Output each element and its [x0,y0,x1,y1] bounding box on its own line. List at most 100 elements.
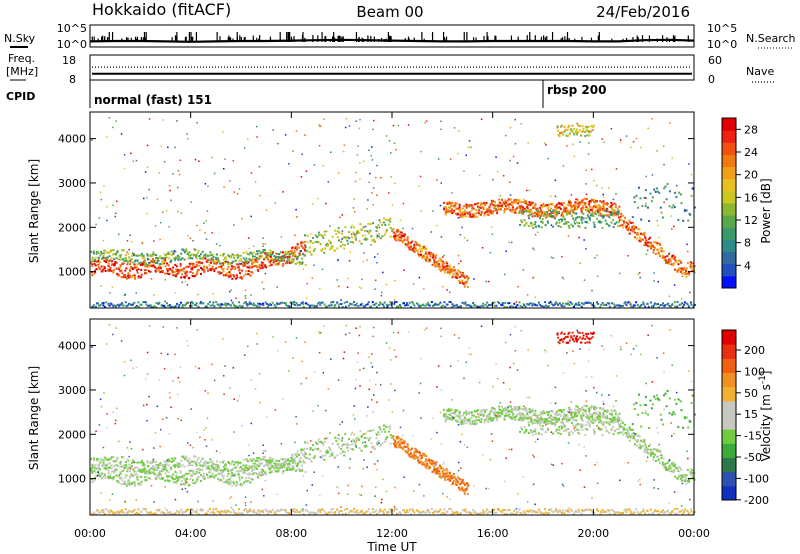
power-pixel [445,260,448,263]
power-pixel [514,199,517,202]
power-pixel [504,199,507,202]
power-pixel [677,191,679,193]
power-pixel [469,213,472,216]
power-pixel [554,301,557,304]
power-pixel [479,206,482,209]
power-pixel [133,301,136,304]
power-pixel [379,176,382,179]
power-pixel [584,202,587,205]
velocity-pixel [246,473,249,476]
velocity-pixel [198,462,201,465]
power-pixel [577,131,580,134]
power-pixel [308,246,311,249]
power-pixel [665,261,667,264]
power-pixel [148,263,151,266]
power-pixel [152,259,155,262]
power-pixel [257,302,260,305]
power-pixel [480,211,483,214]
power-pixel [535,225,538,228]
velocity-pixel [109,457,112,460]
power-pixel [554,212,557,215]
power-pixel [190,301,193,304]
power-pixel [208,268,211,271]
power-pixel [319,125,321,128]
velocity-pixel [353,440,356,443]
power-pixel [367,222,370,225]
power-pixel [444,207,447,210]
velocity-pixel [457,414,460,417]
velocity-pixel [255,472,258,475]
power-pixel [446,203,449,206]
power-pixel [242,274,245,277]
power-pixel [211,156,213,159]
power-pixel [544,301,547,304]
power-pixel [671,206,674,209]
power-pixel [126,263,129,266]
power-pixel [254,181,257,183]
power-pixel [679,303,682,306]
power-pixel [441,265,444,268]
power-pixel [524,208,527,211]
velocity-pixel [335,440,338,443]
velocity-pixel [369,429,372,432]
power-pixel [145,268,148,271]
power-pixel [281,301,284,304]
velocity-pixel [215,460,218,463]
velocity-pixel [287,465,290,468]
power-pixel [305,170,308,172]
velocity-pixel [211,472,214,475]
power-pixel [534,304,537,307]
power-pixel [519,206,522,209]
velocity-pixel [458,483,461,486]
velocity-pixel [130,465,133,468]
power-pixel [224,274,227,277]
power-pixel [554,216,557,219]
power-pixel [442,256,444,258]
power-pixel [251,261,254,264]
velocity-pixel [485,417,488,420]
power-pixel [141,254,144,257]
velocity-pixel [246,467,249,470]
power-pixel [372,119,375,122]
power-pixel [497,204,500,207]
power-pixel [220,263,223,266]
power-pixel [327,181,330,183]
velocity-pixel [120,483,123,486]
power-pixel [654,252,657,255]
power-pixel [667,302,670,305]
power-pixel [483,212,486,215]
power-pixel [165,209,168,212]
power-pixel [555,210,558,213]
power-pixel [182,270,185,273]
power-pixel [460,260,462,262]
power-pixel [382,271,384,274]
colorbar-swatch [722,130,736,143]
colorbar-swatch [722,263,736,277]
power-pixel [663,163,665,166]
power-pixel [615,212,618,215]
velocity-pixel [528,408,531,411]
power-pixel [440,182,443,184]
power-pixel [533,249,535,251]
power-pixel [480,202,483,205]
power-pixel [496,170,499,173]
velocity-pixel [233,473,236,476]
power-pixel [599,306,602,309]
power-pixel [534,221,537,224]
power-pixel [478,209,481,212]
power-pixel [552,209,555,212]
power-pixel [656,219,659,222]
velocity-pixel [238,475,241,478]
power-pixel [523,224,526,227]
velocity-pixel [404,440,407,443]
power-pixel [585,208,588,211]
power-pixel [408,301,411,304]
power-pixel [300,242,303,245]
power-pixel [148,118,151,120]
power-pixel [355,239,357,241]
power-pixel [308,250,311,253]
velocity-pixel [236,463,239,466]
velocity-pixel [199,460,202,463]
power-pixel [611,302,614,305]
power-pixel [690,194,693,197]
